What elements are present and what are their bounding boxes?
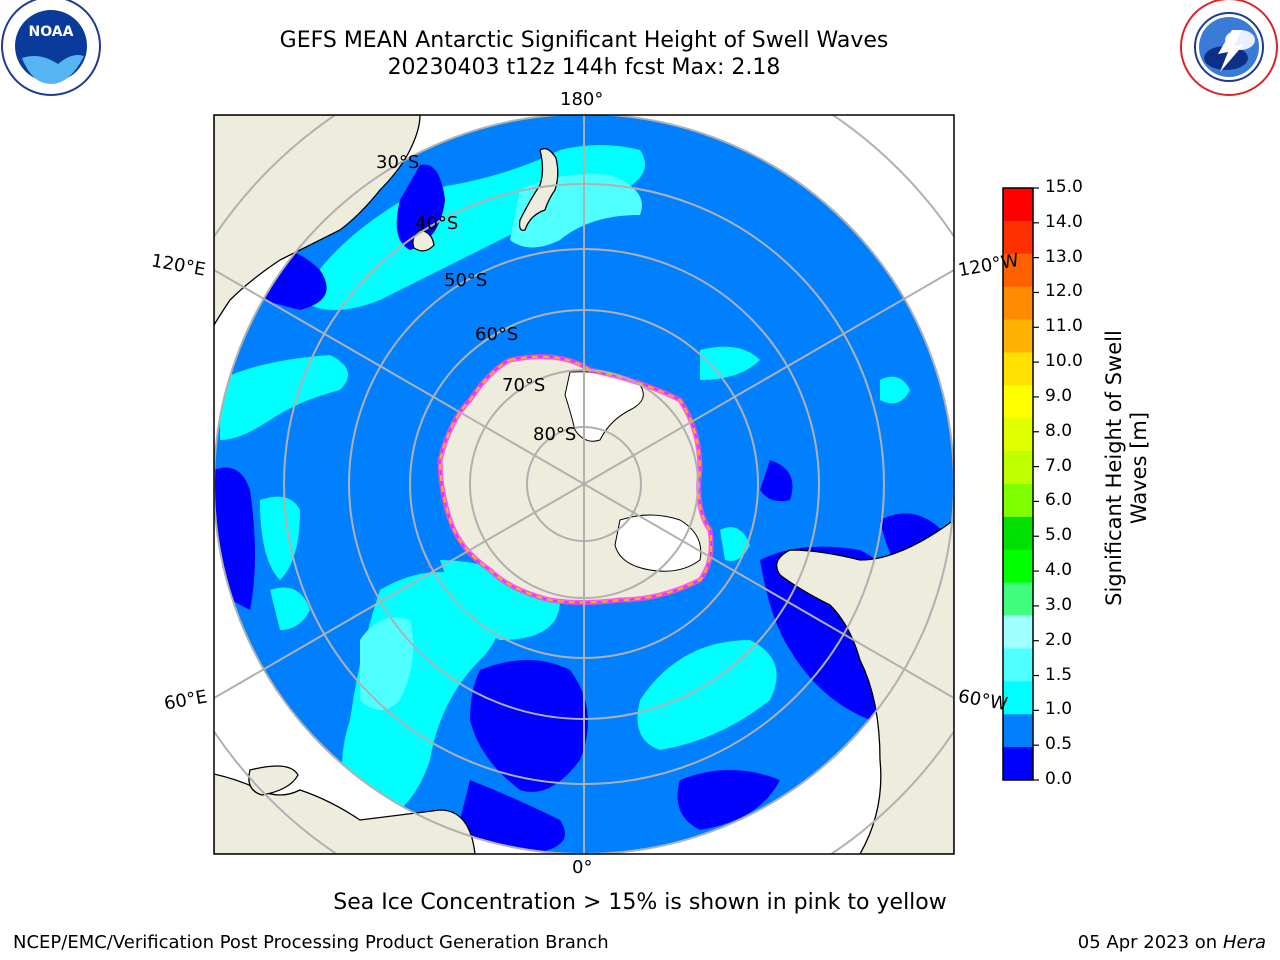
colorbar-tick-label: 3.0	[1045, 594, 1073, 615]
colorbar-tick-label: 5.0	[1045, 525, 1073, 546]
footer-date: 05 Apr 2023 on Hera	[1078, 932, 1266, 953]
lat-label-70s: 70°S	[502, 375, 546, 396]
colorbar-tick-label: 7.0	[1045, 455, 1073, 476]
colorbar-tick-label: 8.0	[1045, 420, 1073, 441]
colorbar-tick-label: 15.0	[1045, 177, 1083, 197]
colorbar-segment	[1003, 714, 1033, 748]
lon-label-180: 180°	[560, 89, 604, 110]
footer-date-text: 05 Apr 2023 on	[1077, 932, 1223, 953]
colorbar-segment	[1003, 220, 1033, 255]
sea-ice-edge-inner	[438, 355, 713, 604]
colorbar-segment	[1003, 286, 1033, 321]
lon-label-0: 0°	[572, 857, 593, 878]
colorbar-segment	[1003, 582, 1033, 617]
sea-ice-note: Sea Ice Concentration > 15% is shown in …	[333, 890, 947, 915]
colorbar-label: Significant Height of Swell Waves [m]	[1102, 318, 1152, 618]
colorbar-segment	[1003, 451, 1033, 485]
map-title-line2: 20230403 t12z 144h fcst Max: 2.18	[387, 55, 781, 80]
colorbar-tick-label: 1.0	[1045, 699, 1073, 720]
colorbar-tick-label: 10.0	[1045, 351, 1083, 372]
colorbar-segment	[1003, 549, 1033, 584]
map-frame	[213, 114, 955, 855]
colorbar-segment	[1003, 418, 1033, 452]
lat-label-50s: 50°S	[444, 270, 488, 291]
colorbar-tick-label: 11.0	[1045, 316, 1083, 337]
colorbar	[1003, 187, 1039, 781]
colorbar-label-line1: Significant Height of Swell	[1102, 330, 1126, 606]
map-panel	[214, 115, 954, 854]
nws-logo	[1180, 0, 1278, 96]
colorbar-frame	[1002, 187, 1034, 781]
colorbar-segment	[1003, 516, 1033, 551]
colorbar-segment	[1003, 484, 1033, 518]
colorbar-tick-label: 0.5	[1045, 734, 1073, 755]
lat-label-60s: 60°S	[475, 324, 519, 345]
colorbar-segment	[1003, 747, 1033, 781]
colorbar-segment	[1003, 352, 1033, 386]
map-title-line1: GEFS MEAN Antarctic Significant Height o…	[279, 28, 889, 53]
colorbar-segment	[1003, 319, 1033, 353]
footer-credit: NCEP/EMC/Verification Post Processing Pr…	[13, 932, 609, 953]
colorbar-segment	[1003, 385, 1033, 419]
footer-machine: Hera	[1222, 932, 1266, 953]
colorbar-segment	[1003, 615, 1033, 649]
colorbar-label-line2: Waves [m]	[1127, 411, 1151, 525]
colorbar-tick-label: 12.0	[1045, 281, 1083, 302]
colorbar-tick-label: 1.5	[1045, 664, 1073, 685]
lat-label-80s: 80°S	[533, 424, 577, 445]
colorbar-tick-label: 13.0	[1045, 246, 1083, 267]
colorbar-segment	[1003, 253, 1033, 288]
colorbar-tick-label: 14.0	[1045, 211, 1083, 232]
colorbar-segment	[1003, 648, 1033, 682]
colorbar-tick-label: 9.0	[1045, 385, 1073, 406]
colorbar-segment	[1003, 188, 1033, 222]
noaa-logo: NOAA	[1, 0, 101, 96]
graticule	[214, 115, 954, 854]
noaa-logo-text: NOAA	[29, 24, 74, 40]
colorbar-tick-label: 6.0	[1045, 490, 1073, 511]
colorbar-tick-label: 2.0	[1045, 629, 1073, 650]
colorbar-tick-label: 4.0	[1045, 560, 1073, 581]
colorbar-tick-label: 0.0	[1045, 769, 1073, 789]
colorbar-segment	[1003, 681, 1033, 715]
lat-label-30s: 30°S	[376, 152, 420, 173]
lat-label-40s: 40°S	[415, 213, 459, 234]
